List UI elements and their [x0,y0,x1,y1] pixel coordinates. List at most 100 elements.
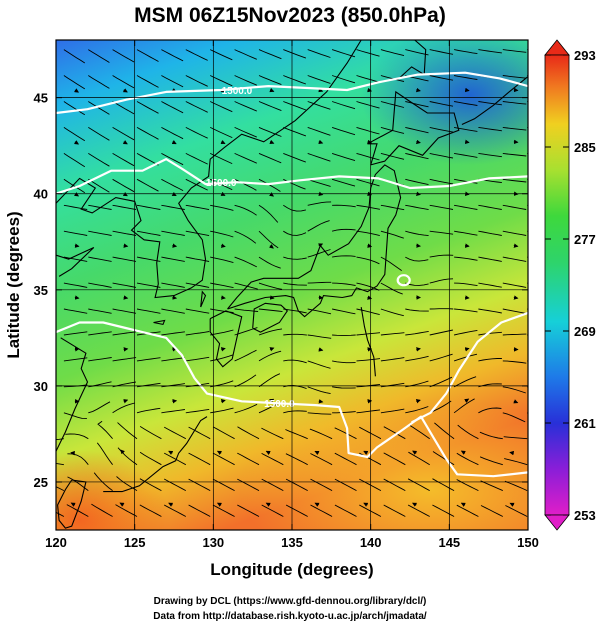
colorbar-label: 269 [574,324,596,339]
wind-arrow [74,295,80,300]
wind-arrow [318,87,324,93]
wind-arrow [269,139,275,145]
wind-arrow [265,450,271,455]
wind-arrow [123,243,129,248]
colorbar-label: 261 [574,416,596,431]
coastline-segment [461,76,528,126]
colorbar-label: 285 [574,140,596,155]
wind-arrow [123,347,129,352]
wind-arrow [220,347,226,352]
cold-region-northeast [360,40,528,165]
wind-arrow [269,192,274,197]
wind-arrow [73,88,80,93]
chart-title: MSM 06Z15Nov2023 (850.0hPa) [134,4,446,27]
colorbar: 293 285 277 269 261 253 [544,39,596,531]
coastline-segment [103,416,208,493]
wind-arrow [318,399,324,404]
y-tick-label: 30 [34,379,48,394]
contour-1500-closed [396,274,411,287]
warm-region-southwest [56,450,170,530]
coastline-segment [360,307,376,377]
height-contours [56,71,528,478]
colorbar-label: 277 [574,232,596,247]
wind-arrow [460,502,466,507]
wind-arrow [269,398,275,404]
colorbar-top-arrow [544,39,570,56]
wind-arrow [464,398,470,403]
wind-arrow [120,449,125,455]
contour-1500 [56,321,528,478]
wind-arrow [220,399,226,404]
wind-arrow [318,139,324,145]
x-axis-label: Longitude (degrees) [210,560,373,579]
x-tick-label: 120 [45,535,67,550]
contour-1500 [56,158,528,195]
wind-arrow [172,398,178,404]
wind-arrow [269,87,275,93]
wind-arrow [416,139,421,145]
credit-data: Data from http://database.rish.kyoto-u.a… [153,611,427,622]
wind-arrow [464,139,470,145]
coastline-segment [56,337,89,452]
wind-streamlines [56,49,528,517]
colorbar-bottom-arrow [544,514,570,531]
wind-arrow [416,87,421,93]
wind-arrow [412,502,418,507]
y-tick-label: 25 [34,475,48,490]
wind-arrow [314,502,320,507]
y-axis-label: Latitude (degrees) [4,211,23,358]
wind-arrow [513,399,519,404]
wind-arrow [416,347,421,352]
wind-arrow [119,502,125,507]
coastline-segment [56,247,95,277]
wind-arrow [363,502,369,507]
streamline-set [56,49,528,517]
wind-arrow [168,450,174,455]
y-tick-label: 40 [34,187,48,202]
wind-arrow [412,450,418,455]
x-tick-label: 140 [360,535,382,550]
x-tick-label: 130 [202,535,224,550]
wind-arrow [415,399,421,404]
wind-arrow [123,399,129,404]
x-tick-label: 150 [517,535,539,550]
wind-arrow [216,502,222,507]
x-tick-label: 145 [438,535,460,550]
coastline-segment [209,310,243,368]
wind-arrow [268,244,274,249]
contour-1500 [56,71,528,115]
wind-arrow [363,450,369,455]
contour-1500 [411,311,528,424]
colorbar-label: 253 [574,508,596,523]
wind-arrow [172,295,178,300]
contour-label: 1500.0 [264,399,295,410]
wind-arrow [269,295,275,300]
wind-arrow [220,139,226,145]
wind-arrow [318,347,324,352]
contour-label: 1500.0 [222,86,253,97]
wind-arrow [122,140,128,145]
coastline-segment [227,164,402,318]
wind-arrow [464,243,470,248]
wind-arrow [172,243,178,248]
wind-arrow [464,295,470,300]
colorbar-ticks: 293 285 277 269 261 253 [545,48,596,523]
wind-arrow [513,243,519,248]
coastline-segment [153,319,166,326]
wind-arrow [168,502,174,507]
y-tick-label: 35 [34,283,48,298]
coastline-segment [56,40,362,299]
coastline-segment [252,302,289,333]
wind-arrow [416,243,421,248]
wind-arrow [123,295,129,300]
wind-arrow [464,347,470,352]
wind-arrow [73,192,80,197]
x-axis-ticks: 120 125 130 135 140 145 150 [45,40,539,550]
wind-arrow [513,295,519,300]
x-tick-label: 135 [281,535,303,550]
colorbar-ramp [544,54,570,516]
wind-arrow [220,243,226,248]
wind-arrow [171,139,177,145]
wind-arrow [265,502,271,507]
